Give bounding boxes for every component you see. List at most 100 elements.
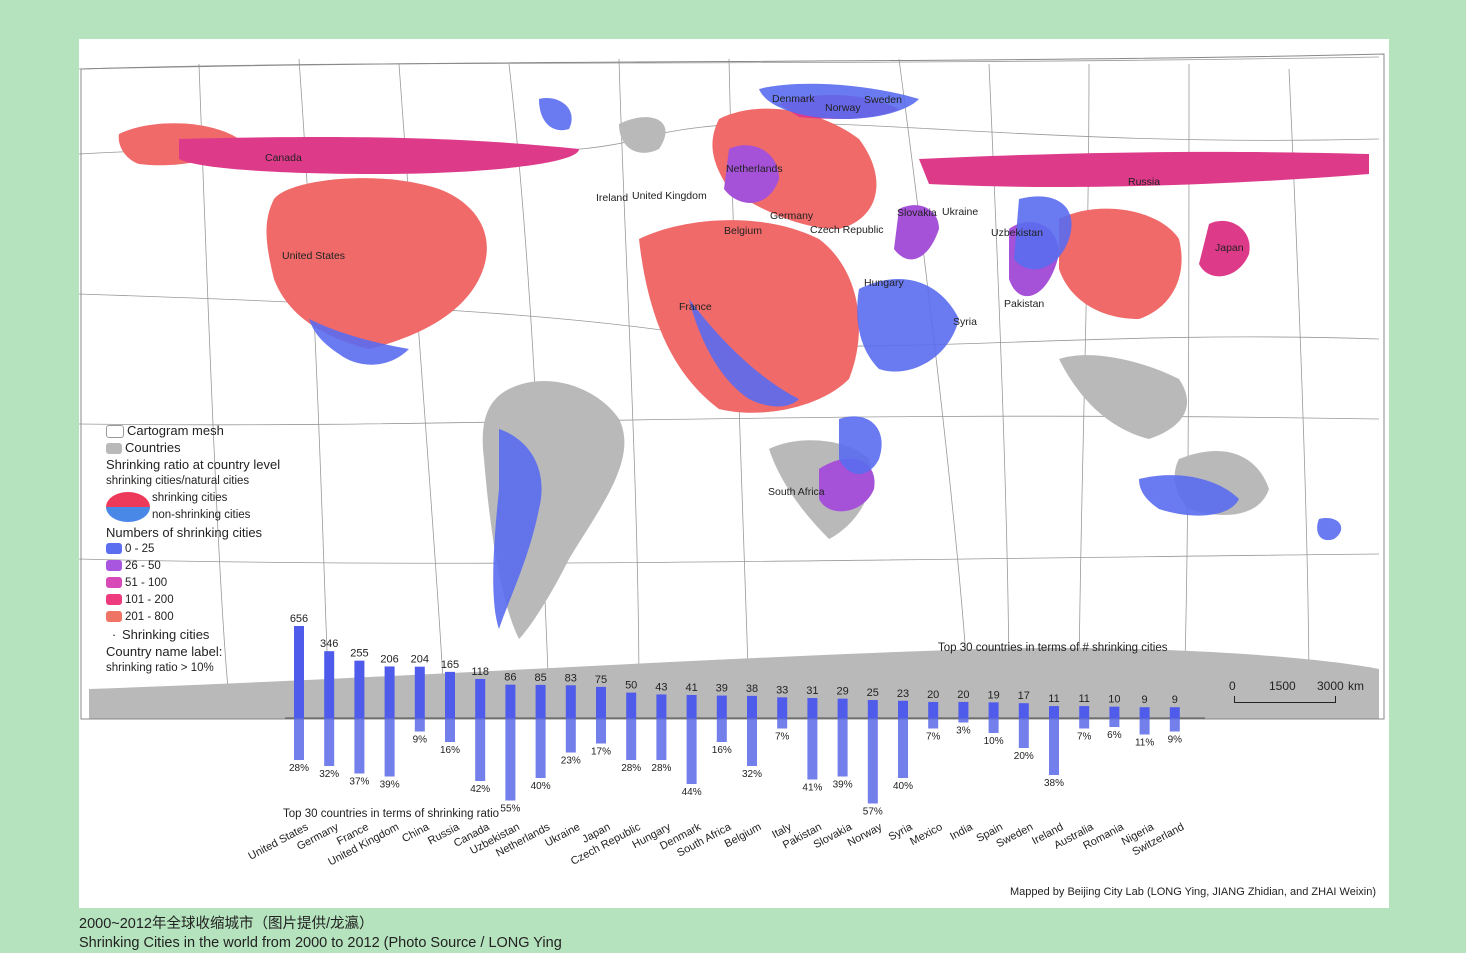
country-tick-label: China [400, 821, 432, 846]
legend-cities-label: Shrinking cities [122, 627, 210, 642]
count-value-label: 656 [290, 613, 308, 625]
count-value-label: 9 [1172, 694, 1178, 706]
count-value-label: 206 [380, 653, 398, 665]
legend-ratio-pie: shrinking cities non-shrinking cities [106, 490, 336, 524]
ratio-bar [1169, 718, 1180, 732]
count-value-label: 11 [1048, 693, 1059, 705]
ratio-value-label: 16% [712, 745, 732, 756]
count-value-label: 17 [1018, 690, 1030, 702]
ratio-value-label: 3% [956, 726, 971, 737]
count-bar [354, 660, 365, 718]
count-value-label: 11 [1078, 693, 1089, 705]
country-label-south-africa: South Africa [768, 486, 825, 498]
scale-tick-1500: 1500 [1269, 679, 1296, 693]
count-value-label: 346 [320, 638, 338, 650]
mesh-swatch [106, 425, 124, 439]
count-bar [1018, 703, 1029, 718]
ratio-bar [384, 718, 395, 777]
cartogram-map: 656 28% United States 346 32% Germany 255 37% Fr… [79, 53, 1385, 868]
ratio-value-label: 38% [1044, 778, 1064, 789]
country-label-ukraine: Ukraine [942, 206, 979, 218]
legend-class-3: 51 - 100 [106, 575, 336, 592]
country-label-canada: Canada [265, 152, 302, 164]
ratio-value-label: 37% [349, 777, 369, 788]
legend-class-2: 26 - 50 [106, 558, 336, 575]
ratio-value-label: 10% [984, 736, 1004, 747]
legend-numbers-title: Numbers of shrinking cities [106, 525, 263, 540]
country-label-russia: Russia [1128, 176, 1161, 188]
ratio-value-label: 41% [802, 783, 822, 794]
count-value-label: 39 [716, 683, 728, 695]
ratio-bar [535, 718, 546, 778]
legend-mesh: Cartogram mesh [106, 422, 336, 439]
count-bar [1109, 706, 1120, 718]
count-value-label: 25 [867, 687, 879, 699]
country-tick-label: Ukraine [543, 821, 582, 849]
map-legend: Cartogram mesh Countries Shrinking ratio… [106, 422, 336, 677]
count-bar [867, 700, 878, 718]
ratio-value-label: 44% [682, 787, 702, 798]
country-label-uzbekistan: Uzbekistan [991, 227, 1043, 239]
count-value-label: 19 [987, 689, 999, 701]
ratio-bar [928, 718, 939, 729]
low-count-regions [309, 83, 1342, 629]
country-label-sweden: Sweden [864, 94, 902, 106]
ratio-value-label: 57% [863, 807, 883, 818]
legend-countries-label: Countries [125, 440, 181, 455]
ratio-bar [596, 718, 606, 744]
count-value-label: 204 [411, 654, 429, 666]
class-label-4: 101 - 200 [125, 594, 174, 606]
count-chart-title: Top 30 countries in terms of # shrinking… [938, 642, 1168, 654]
country-label-hungary: Hungary [864, 277, 904, 289]
ratio-bar [867, 718, 878, 804]
ratio-bar [686, 718, 697, 784]
country-tick-label: Norway [846, 821, 885, 849]
count-value-label: 83 [565, 672, 577, 684]
count-bar [898, 700, 908, 718]
count-value-label: 29 [836, 686, 848, 698]
country-tick-label: India [948, 821, 975, 843]
country-label-slovakia: Slovakia [897, 207, 937, 219]
count-bar [475, 678, 486, 718]
count-bar [384, 666, 395, 718]
count-bar [1079, 706, 1090, 718]
map-figure: 656 28% United States 346 32% Germany 255 37% Fr… [79, 39, 1389, 908]
legend-name-label: Country name label: [106, 644, 223, 659]
ratio-bar [324, 718, 335, 766]
legend-class-5: 201 - 800 [106, 609, 336, 626]
ratio-value-label: 28% [621, 763, 641, 774]
ratio-value-label: 55% [500, 804, 520, 815]
count-bar [928, 701, 939, 718]
ratio-bar [1018, 718, 1029, 748]
country-label-netherlands: Netherlands [726, 163, 783, 175]
class-swatch-1 [106, 543, 122, 555]
ratio-bar [777, 718, 788, 729]
count-bar [535, 684, 546, 718]
count-value-label: 33 [776, 684, 788, 696]
figure-caption: 2000~2012年全球收缩城市（图片提供/龙瀛） Shrinking Citi… [79, 915, 1379, 953]
legend-class-1: 0 - 25 [106, 541, 336, 558]
legend-cities: · Shrinking cities [106, 626, 336, 643]
legend-shrinking-label: shrinking cities [152, 492, 228, 504]
count-value-label: 85 [534, 672, 546, 684]
country-tick-label: Mexico [908, 821, 944, 848]
ratio-value-label: 42% [470, 784, 490, 795]
class-label-2: 26 - 50 [125, 560, 161, 572]
count-bar [445, 671, 455, 718]
count-value-label: 20 [957, 689, 969, 701]
count-bar [294, 626, 304, 718]
country-label-syria: Syria [953, 316, 977, 328]
legend-mesh-label: Cartogram mesh [127, 423, 224, 438]
class-swatch-2 [106, 560, 122, 572]
ratio-bar [1139, 718, 1150, 735]
ratio-value-label: 40% [531, 781, 551, 792]
legend-name-rule: shrinking ratio > 10% [106, 662, 214, 674]
legend-ratio-title: Shrinking ratio at country level [106, 457, 281, 472]
scale-unit: km [1348, 679, 1364, 693]
ratio-value-label: 39% [833, 780, 853, 791]
ratio-bar [565, 718, 576, 753]
country-label-japan: Japan [1215, 242, 1244, 254]
count-bar [1049, 706, 1059, 718]
ratio-value-label: 9% [1168, 735, 1183, 746]
